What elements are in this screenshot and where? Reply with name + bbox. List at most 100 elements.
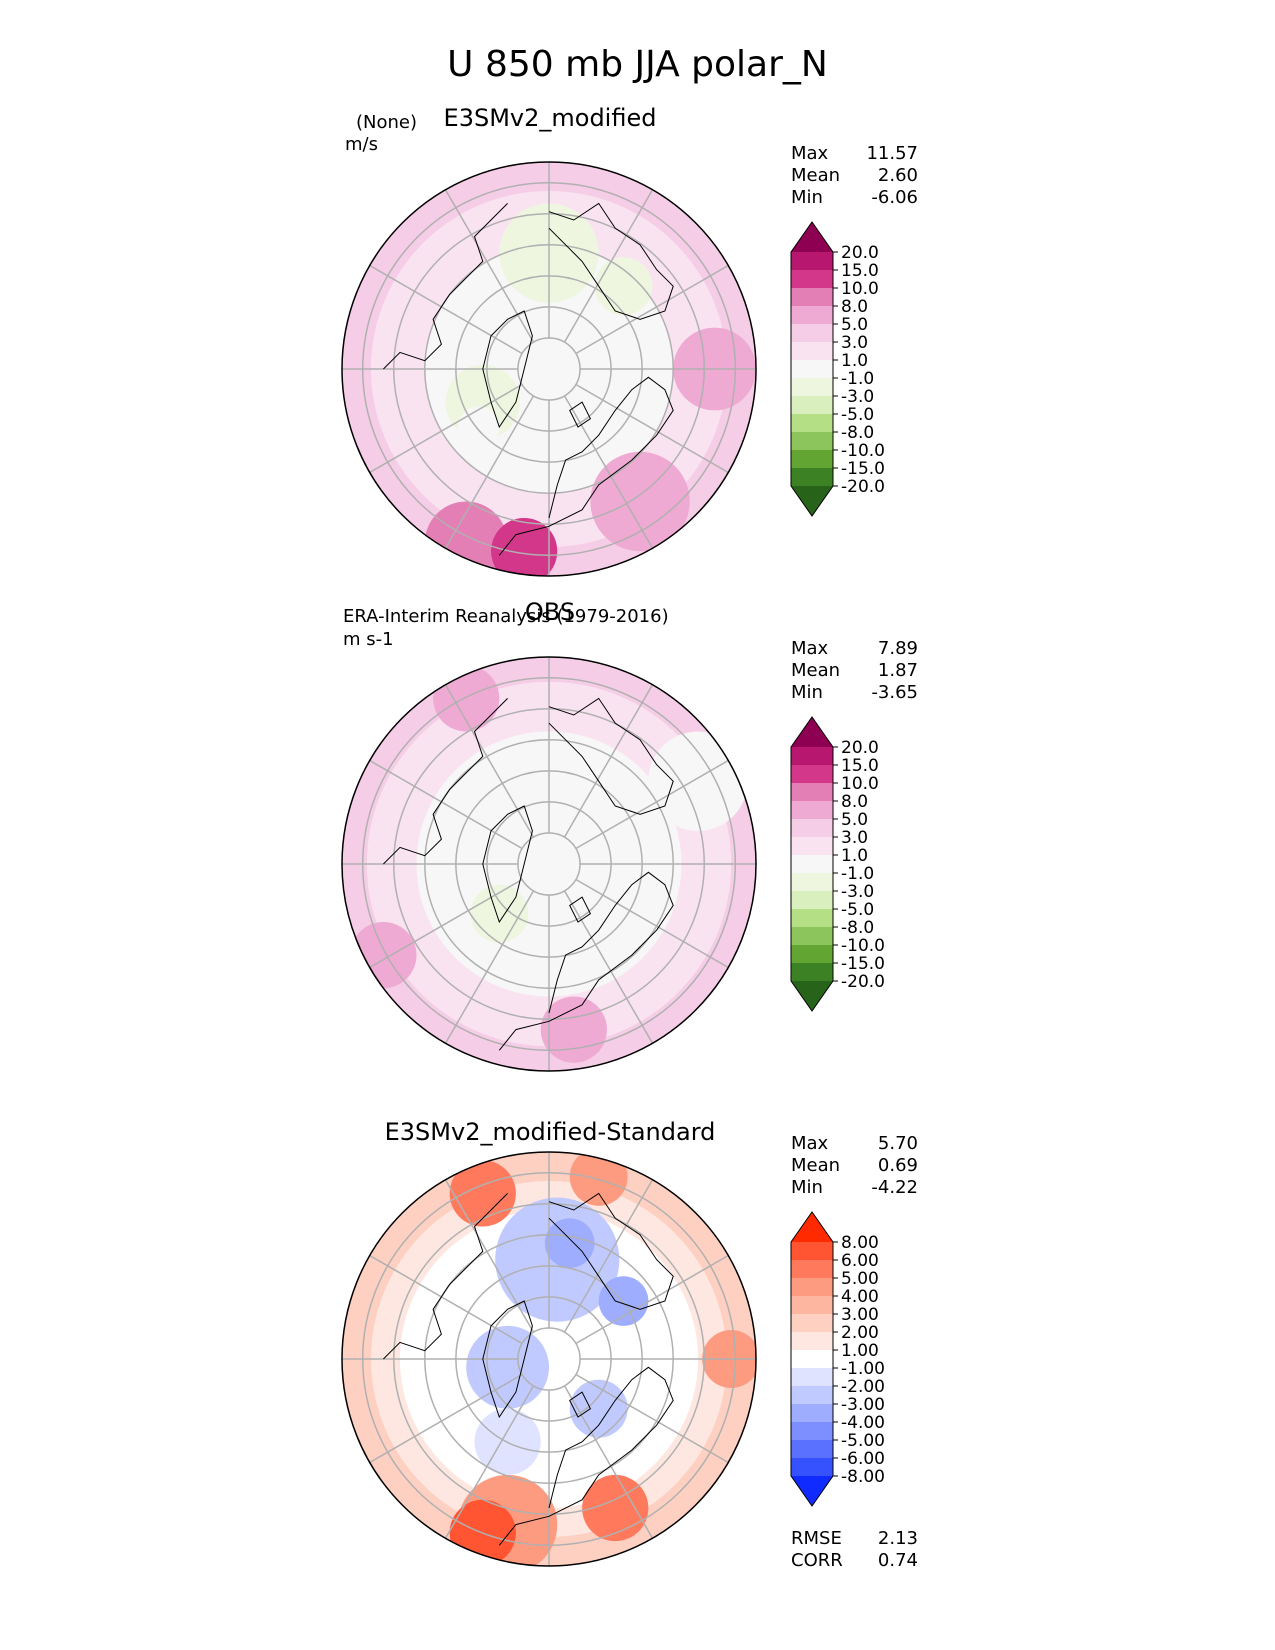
field-contour	[470, 884, 529, 943]
coastline	[569, 1391, 592, 1418]
colorbar-tick-label: 5.00	[841, 1269, 879, 1289]
meridian-line	[563, 189, 654, 343]
panel1-stat-label-mean: Mean	[791, 165, 841, 186]
map-boundary	[341, 656, 757, 1072]
meridian-line	[369, 264, 523, 355]
meridian-line	[369, 1254, 523, 1345]
colorbar-band	[791, 1422, 833, 1440]
colorbar-tick-label: -5.0	[841, 405, 874, 425]
colorbar-tick-label: -6.00	[841, 1449, 885, 1469]
coastline	[482, 805, 533, 924]
colorbar-tick-label: -2.00	[841, 1377, 885, 1397]
colorbar-tick-label: 8.0	[841, 792, 868, 812]
coastline	[548, 202, 674, 320]
panel3-stat-label-min: Min	[791, 1177, 823, 1198]
panel2-stat-label-max: Max	[791, 638, 829, 659]
colorbar-extend-top	[791, 1212, 833, 1242]
field-contour	[350, 921, 417, 989]
colorbar-band	[791, 252, 833, 270]
colorbar-band	[791, 378, 833, 396]
coastline	[498, 871, 674, 1051]
meridian-line	[563, 1385, 654, 1539]
colorbar-band	[791, 342, 833, 360]
panel3-metric-rmse: 2.13	[877, 1528, 918, 1549]
colorbar-tick-label: -15.0	[841, 459, 885, 479]
field-contour	[648, 731, 748, 831]
colorbar-tick-label: 10.0	[841, 279, 879, 299]
field-contour	[544, 1218, 595, 1268]
colorbar-band	[791, 1260, 833, 1278]
coastline	[383, 1193, 508, 1360]
colorbar-band	[791, 432, 833, 450]
colorbar-tick-label: 3.0	[841, 828, 868, 848]
panel3-metric-label-rmse: RMSE	[791, 1528, 842, 1549]
meridian-line	[444, 395, 535, 549]
panel1-title: E3SMv2_modified	[443, 104, 657, 132]
colorbar-extend-bottom	[791, 486, 833, 516]
colorbar-band	[791, 801, 833, 819]
colorbar-tick-label: 20.0	[841, 243, 879, 263]
meridian-line	[444, 1179, 535, 1333]
meridian-line	[563, 395, 654, 549]
field-contour	[569, 1379, 628, 1438]
colorbar-tick-label: -20.0	[841, 972, 885, 992]
panel3-stat-max: 5.70	[877, 1133, 918, 1154]
coastline	[383, 203, 508, 370]
panel2-polar-map	[341, 656, 757, 1072]
map-boundary	[341, 1151, 757, 1567]
colorbar-tick-label: 5.0	[841, 315, 868, 335]
colorbar-tick-label: -20.0	[841, 477, 885, 497]
colorbar-tick-label: -1.00	[841, 1359, 885, 1379]
coastline	[548, 1192, 674, 1310]
meridian-line	[444, 684, 535, 838]
coastline	[482, 310, 533, 429]
map-field	[342, 657, 756, 1071]
panel3-polar-map	[341, 1151, 757, 1567]
colorbar-tick-label: 5.0	[841, 810, 868, 830]
colorbar-extend-top	[791, 717, 833, 747]
colorbar-band	[791, 819, 833, 837]
colorbar-tick-label: 15.0	[841, 756, 879, 776]
meridian-line	[369, 878, 523, 969]
colorbar-tick-label: 6.00	[841, 1251, 879, 1271]
panel1-stat-label-min: Min	[791, 187, 823, 208]
panel2-stat-max: 7.89	[877, 638, 918, 659]
meridian-line	[563, 890, 654, 1044]
panel2-stat-label-mean: Mean	[791, 660, 841, 681]
panel1-stat-max: 11.57	[866, 143, 918, 164]
field-contour	[598, 1276, 649, 1326]
coastline	[383, 698, 508, 865]
colorbar-band	[791, 963, 833, 981]
colorbar-band	[791, 783, 833, 801]
coastline	[498, 376, 674, 556]
panel2-title: OBS	[524, 598, 576, 626]
colorbar-tick-label: -8.0	[841, 423, 874, 443]
colorbar-band	[791, 1350, 833, 1368]
meridian-line	[575, 878, 729, 969]
panel1-stat-min: -6.06	[871, 187, 918, 208]
meridian-line	[369, 1373, 523, 1464]
meridian-line	[563, 684, 654, 838]
coastline	[482, 1300, 533, 1419]
colorbar-band	[791, 360, 833, 378]
field-contour	[466, 1325, 549, 1409]
colorbar-tick-label: 4.00	[841, 1287, 879, 1307]
panel1-stat-label-max: Max	[791, 143, 829, 164]
colorbar-tick-label: 10.0	[841, 774, 879, 794]
colorbar-extend-top	[791, 222, 833, 252]
panel1-colorbar: 20.015.010.08.05.03.01.0-1.0-3.0-5.0-8.0…	[790, 221, 885, 517]
panel2-stat-label-min: Min	[791, 682, 823, 703]
panel1-polar-map	[341, 161, 757, 577]
colorbar-tick-label: 8.00	[841, 1233, 879, 1253]
panel2-source: ERA-Interim Reanalysis (1979-2016)	[343, 606, 669, 627]
field-contour	[582, 1474, 649, 1542]
field-contour	[491, 518, 558, 576]
colorbar-band	[791, 855, 833, 873]
colorbar-band	[791, 1458, 833, 1476]
map-field	[342, 162, 756, 576]
colorbar-band	[791, 1332, 833, 1350]
colorbar-band	[791, 414, 833, 432]
field-contour	[457, 406, 500, 448]
panel3-stat-mean: 0.69	[877, 1155, 918, 1176]
panel2-units: m s-1	[343, 629, 394, 650]
